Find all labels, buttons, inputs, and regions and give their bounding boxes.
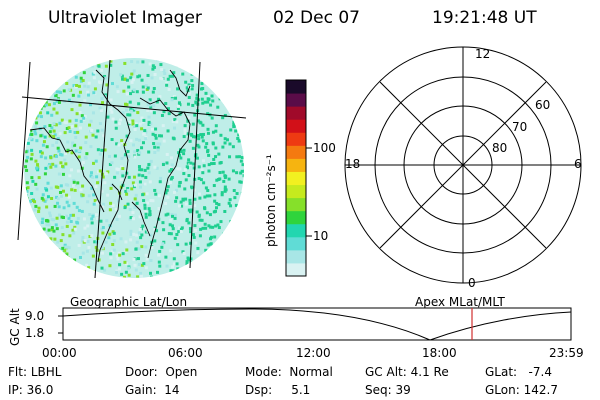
colorbar — [286, 80, 306, 277]
colorbar-swatch — [286, 106, 306, 120]
info-gain: Gain: 14 — [125, 383, 180, 397]
info-mode: Mode: Normal — [245, 365, 333, 379]
timeline-y-tick-1: 1.8 — [25, 326, 45, 340]
mlt-label-6: 6 — [574, 157, 582, 171]
colorbar-swatch — [286, 210, 306, 225]
info-door: Door: Open — [125, 365, 198, 379]
mlat-label-70: 70 — [512, 120, 528, 134]
colorbar-swatch — [286, 132, 306, 146]
info-gcalt: GC Alt: 4.1 Re — [365, 365, 449, 379]
timeline-y-label: GC Alt — [8, 308, 22, 346]
timeline-x-tick-1200: 12:00 — [296, 346, 331, 360]
date-label: 02 Dec 07 — [273, 8, 360, 28]
timeline-left-title: Geographic Lat/Lon — [70, 295, 188, 309]
colorbar-swatch — [286, 262, 306, 277]
info-dsp: Dsp: 5.1 — [245, 383, 311, 397]
timeline-x-tick-2359: 23:59 — [549, 346, 584, 360]
colorbar-swatch — [286, 145, 306, 159]
mlt-label-18: 18 — [345, 157, 361, 171]
info-glon: GLon: 142.7 — [485, 383, 558, 397]
time-label: 19:21:48 UT — [432, 8, 537, 28]
timeline-x-tick-0000: 00:00 — [42, 346, 77, 360]
instrument-title: Ultraviolet Imager — [48, 8, 202, 28]
info-filter: Flt: LBHL — [8, 365, 62, 379]
colorbar-swatch — [286, 197, 306, 212]
colorbar-swatch — [286, 249, 306, 264]
colorbar-swatch — [286, 93, 306, 107]
colorbar-swatch — [286, 80, 306, 94]
colorbar-tick-10: 10 — [313, 229, 329, 243]
timeline-right-title: Apex MLat/MLT — [415, 295, 505, 309]
colorbar-swatch — [286, 184, 306, 199]
colorbar-swatch — [286, 223, 306, 238]
mlt-label-12: 12 — [475, 47, 491, 61]
timeline-x-tick-1800: 18:00 — [422, 346, 457, 360]
colorbar-swatch — [286, 158, 306, 172]
info-ip: IP: 36.0 — [8, 383, 54, 397]
uv-image-disk — [24, 58, 244, 278]
colorbar-swatch — [286, 171, 306, 186]
colorbar-swatch — [286, 119, 306, 133]
colorbar-swatch — [286, 236, 306, 251]
info-glat: GLat: -7.4 — [485, 365, 552, 379]
geographic-grid — [17, 59, 247, 279]
mlt-label-0: 0 — [468, 276, 476, 290]
polar-plot — [344, 46, 582, 284]
mlat-label-80: 80 — [492, 141, 508, 155]
colorbar-unit-label: photon cm⁻²s⁻¹ — [264, 154, 278, 247]
timeline-x-tick-0600: 06:00 — [168, 346, 203, 360]
timeline-y-tick-9: 9.0 — [25, 309, 45, 323]
colorbar-tick-100: 100 — [313, 141, 336, 155]
info-seq: Seq: 39 — [365, 383, 411, 397]
coastlines — [29, 69, 191, 263]
timeline-plot — [58, 307, 572, 341]
mlat-label-60: 60 — [535, 98, 551, 112]
